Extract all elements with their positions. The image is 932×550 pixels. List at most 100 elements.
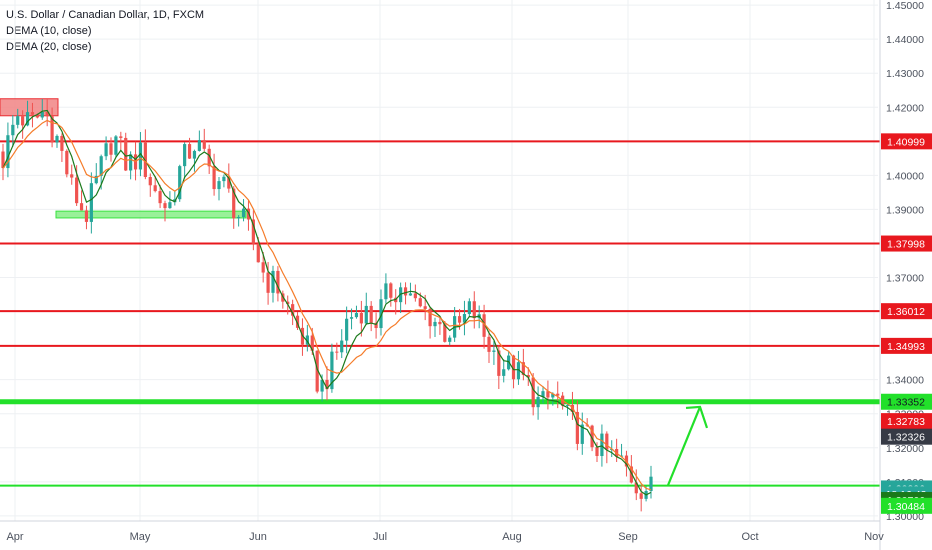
candle [379,299,383,329]
candle [467,301,471,315]
legend-dema-20: DEMA (20, close) [6,41,92,53]
price-tick-label: 1.34000 [886,375,924,387]
candle [649,476,653,491]
level-label: 1.37998 [887,239,925,251]
candle [16,116,20,125]
legend-dema-10: DEMA (10, close) [6,25,92,37]
candle [575,411,579,444]
candle [511,355,516,380]
level-label-bg [881,337,932,354]
candle [526,374,530,378]
candle [84,210,89,222]
candle [65,150,69,175]
candle [487,336,491,352]
candle [590,425,594,448]
candle [408,293,413,296]
grid [0,0,878,521]
candle [443,324,447,342]
axis-price-label: 1.32326 [887,432,925,444]
time-tick-label: Oct [741,531,758,543]
candle [187,144,192,159]
candle [286,301,290,305]
price-tick-label: 1.30000 [886,511,924,523]
level-label: 1.33352 [887,397,925,409]
level-lines [0,140,880,487]
candle [605,433,609,450]
price-tick-label: 1.40000 [886,170,924,182]
candle [45,112,49,117]
candle [25,112,30,126]
time-tick-label: May [130,531,151,543]
candle [531,377,535,408]
level-label-bg [881,303,932,320]
candle [129,154,133,171]
candle [21,116,25,126]
candle [217,181,221,190]
level-label: 1.40999 [887,136,925,148]
axis-price-label: 1.32783 [887,416,925,428]
candle [438,321,442,325]
candle [1,151,5,169]
candle [634,482,638,494]
projection-arrow [666,405,709,486]
candle [291,304,295,316]
price-tick-label: 1.32000 [886,443,924,455]
candle [168,202,172,209]
candle [276,270,280,294]
candle [99,156,103,176]
candle [212,166,216,190]
candle [423,306,427,309]
time-axis: Apr May Jun Jul Aug Sep Oct Nov [0,520,884,543]
candle [241,208,246,218]
candle [251,219,255,244]
candle [256,243,260,263]
candle [536,397,540,408]
candle [502,369,506,376]
candle [541,391,545,398]
legend-title: U.S. Dollar / Canadian Dollar, 1D, FXCM [6,9,205,21]
candle [227,176,231,189]
dema-lines [2,109,652,496]
price-labels: 1.40999 1.37998 1.36012 1.34993 1.33352 1.327… [881,133,932,514]
candle [374,322,378,329]
candle [546,391,550,398]
candle [261,262,265,273]
candle [418,298,422,307]
candle [104,143,108,157]
candle [207,148,211,167]
candle [516,362,521,380]
candle [433,321,437,327]
candle [497,350,501,376]
candle [246,208,251,220]
candle [89,183,93,222]
candle [266,272,270,293]
level-label-bg [881,235,932,252]
candle [580,424,584,444]
candle [30,112,35,115]
candle [639,493,643,499]
candle [178,166,182,200]
candle [428,308,432,327]
candle [413,293,417,299]
candle [124,137,128,171]
candles [1,99,653,512]
chart-legend: U.S. Dollar / Canadian Dollar, 1D, FXCM … [6,7,204,55]
candle [60,135,64,151]
arrow-head [685,405,709,429]
price-tick-label: 1.39000 [886,204,924,216]
price-tick-label: 1.37000 [886,273,924,285]
candle [565,404,570,406]
candle [354,312,359,318]
candle [369,305,373,323]
candle [295,315,300,328]
axis-price-label-bg [881,497,932,514]
candle [237,217,241,219]
candle [629,466,633,483]
candle [349,317,354,319]
candle [320,379,324,392]
candle [359,312,363,324]
price-tick-label: 1.42000 [886,102,924,114]
candle [595,447,599,457]
candle [345,318,349,341]
